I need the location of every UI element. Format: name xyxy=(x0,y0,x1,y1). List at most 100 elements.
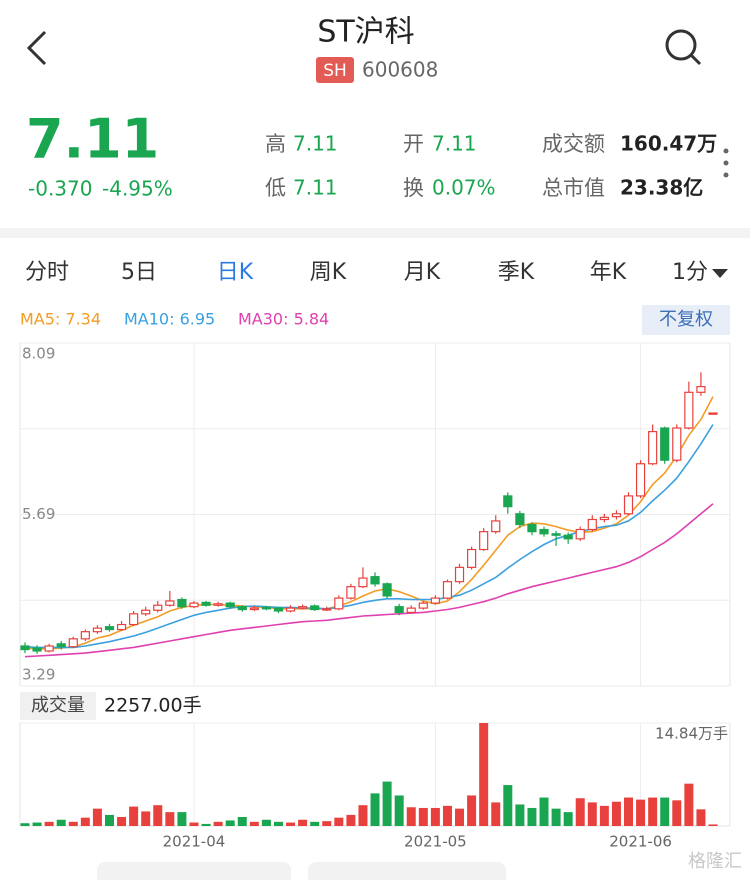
candle-body xyxy=(563,534,573,540)
candle-body xyxy=(68,638,78,648)
candle-body xyxy=(672,427,682,461)
volume-bar xyxy=(358,805,368,826)
stock-title: ST沪科 xyxy=(317,15,414,50)
candle-body xyxy=(491,520,501,533)
candle-body xyxy=(575,528,585,540)
candle-body xyxy=(201,601,211,606)
search-icon xyxy=(689,53,702,66)
candle-body xyxy=(696,385,706,393)
volume-bar xyxy=(44,821,54,826)
bottom-button[interactable] xyxy=(308,862,506,880)
bottom-button[interactable] xyxy=(97,862,291,880)
candle-body xyxy=(237,606,247,611)
volume-bar xyxy=(527,807,537,826)
stat-label: 成交额 xyxy=(542,132,605,156)
x-tick-label: 2021-04 xyxy=(163,833,226,851)
volume-bar xyxy=(418,807,428,826)
ma-line xyxy=(24,503,714,658)
dropdown-arrow xyxy=(712,269,728,278)
more-dot[interactable] xyxy=(723,148,729,154)
candle-body xyxy=(129,613,139,626)
candle-body xyxy=(394,606,404,613)
volume-bar xyxy=(20,823,30,826)
candle-body xyxy=(623,495,634,515)
volume-bar xyxy=(599,805,609,826)
candle-body xyxy=(466,548,477,568)
x-tick-label: 2021-06 xyxy=(609,833,672,851)
candle-body xyxy=(273,607,284,612)
candle-body xyxy=(382,583,392,597)
ma-line xyxy=(24,396,714,650)
more-dot[interactable] xyxy=(723,160,729,166)
stat-value: 23.38亿 xyxy=(620,176,703,200)
stock-code: 600608 xyxy=(362,58,438,82)
volume-bar xyxy=(56,819,66,826)
divider xyxy=(0,228,750,238)
search-button[interactable] xyxy=(665,29,702,66)
volume-bar xyxy=(117,816,127,826)
exchange-badge xyxy=(316,57,354,83)
tab[interactable]: 月K xyxy=(404,260,441,285)
volume-bar xyxy=(479,723,489,826)
volume-bar xyxy=(551,808,561,826)
volume-bar xyxy=(177,812,187,826)
volume-bar xyxy=(92,808,102,826)
stat-value: 7.11 xyxy=(293,176,338,200)
volume-bar xyxy=(684,783,694,826)
candle-body xyxy=(503,495,513,508)
candle-body xyxy=(261,606,272,610)
volume-bar xyxy=(68,821,78,826)
stat-value: 7.11 xyxy=(293,132,338,156)
more-dot[interactable] xyxy=(723,172,729,178)
tab[interactable]: 分时 xyxy=(25,260,69,285)
candle-body xyxy=(539,528,549,535)
legend-entry: MA30: 5.84 xyxy=(238,310,329,329)
stat-value: 160.47万 xyxy=(620,132,717,156)
candle-body xyxy=(370,576,380,585)
candle-body xyxy=(104,626,115,631)
volume-value: 2257.00手 xyxy=(104,695,202,717)
volume-bar xyxy=(648,797,658,826)
tab[interactable]: 日K xyxy=(217,260,254,285)
candle-body xyxy=(32,647,42,652)
volume-bar xyxy=(539,797,549,826)
stat-value: 0.07% xyxy=(432,176,496,200)
tab[interactable]: 季K xyxy=(498,260,535,285)
candle-body xyxy=(56,643,66,648)
candle-body xyxy=(213,603,223,606)
volume-bar xyxy=(442,805,452,826)
volume-bar xyxy=(696,809,706,826)
volume-bar xyxy=(430,807,440,826)
stat-value: 7.11 xyxy=(432,132,477,156)
search-icon xyxy=(665,29,697,61)
y-tick-label: 14.84万手 xyxy=(655,725,728,743)
adjust-button[interactable] xyxy=(642,305,730,335)
volume-bar xyxy=(394,795,404,826)
tab[interactable]: 年K xyxy=(590,260,627,285)
price: 7.11 xyxy=(26,108,159,171)
candle-body xyxy=(611,513,622,518)
candle-body xyxy=(285,607,296,612)
back-button[interactable] xyxy=(26,30,47,66)
volume-bar xyxy=(406,807,416,826)
candle-body xyxy=(527,523,537,533)
candle-body xyxy=(684,391,694,429)
tab[interactable]: 周K xyxy=(310,260,347,285)
candle-body xyxy=(346,586,356,599)
volume-bar xyxy=(201,823,211,826)
change-pct: -4.95% xyxy=(102,177,173,201)
candle-body xyxy=(430,597,440,604)
candle-body xyxy=(358,577,368,588)
volume-bar xyxy=(334,817,344,826)
volume-bar xyxy=(153,805,163,826)
candle-body xyxy=(20,645,30,651)
candle-body xyxy=(141,609,151,615)
legend-entry: MA5: 7.34 xyxy=(20,310,101,329)
tab[interactable]: 1分 xyxy=(672,260,708,285)
volume-bar xyxy=(491,802,501,826)
tab[interactable]: 5日 xyxy=(121,260,157,285)
candle-body xyxy=(334,597,344,610)
stat-label: 换 xyxy=(403,176,424,200)
volume-bar xyxy=(189,822,199,826)
